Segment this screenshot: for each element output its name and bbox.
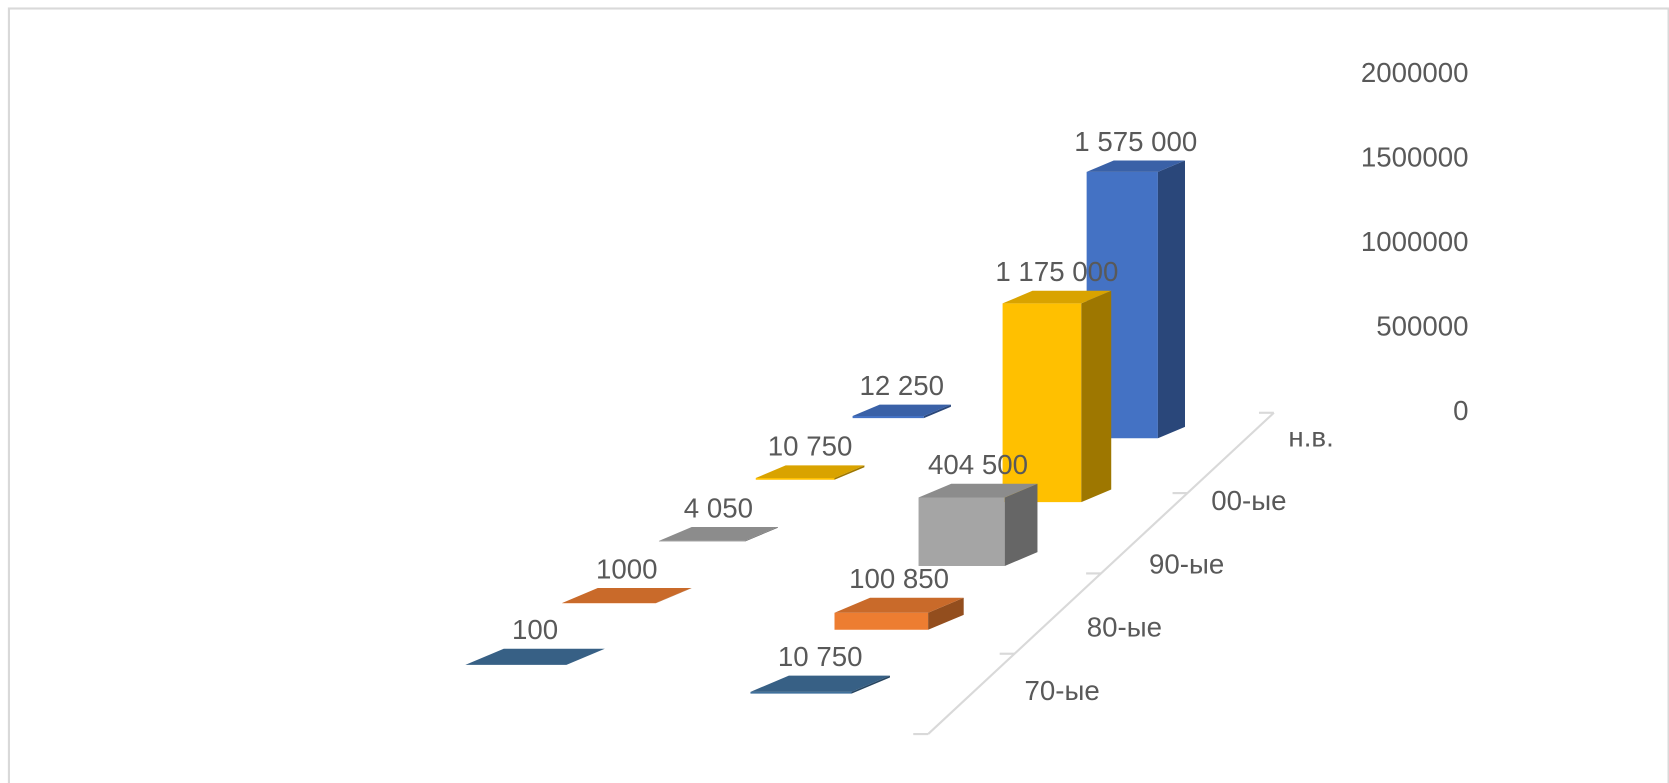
bar [750,675,890,694]
data-label: 10 750 [778,641,863,672]
bar [834,597,964,630]
data-label: 12 250 [859,370,944,401]
bar [755,465,865,480]
data-label: 1 175 000 [995,256,1118,287]
bar-top [1086,160,1185,172]
bar-side [1157,160,1185,439]
bar-side [745,527,778,542]
depth-label: 70-ые [1025,675,1100,706]
bar-side [655,588,692,604]
bar-side [928,597,964,630]
bar [562,588,692,604]
bar-front [658,540,746,542]
y-tick-label: 500000 [1376,311,1468,342]
y-tick-label: 2000000 [1361,57,1469,88]
y-tick-label: 0 [1453,395,1468,426]
data-label: 4 050 [684,492,753,523]
bar [658,527,778,542]
bar-top [1002,290,1112,304]
bar-side [1004,483,1038,566]
chart-frame [7,7,1669,783]
bar-front [852,416,924,419]
bar-front [750,691,852,694]
bar-side [1081,290,1112,503]
depth-label: 00-ые [1211,485,1286,516]
bar-top [562,588,692,604]
data-label: 1 575 000 [1074,126,1197,157]
bar [465,648,605,665]
bar-top [852,404,951,417]
bar-top [750,675,890,692]
bar-side [834,465,865,480]
bar-side [923,404,951,419]
y-tick-label: 1000000 [1361,226,1469,257]
data-label: 404 500 [928,449,1028,480]
data-label: 100 850 [849,563,949,594]
data-label: 1000 [596,553,658,584]
data-label: 100 [512,614,558,645]
data-label: 10 750 [768,431,853,462]
bar-top [755,465,865,478]
y-tick-label: 1500000 [1361,141,1469,172]
bar-top [918,483,1038,498]
depth-label: н.в. [1288,422,1333,453]
bar-top [658,527,778,541]
bar-side [851,675,890,694]
bar-top [465,648,605,665]
bar [1002,290,1112,503]
depth-label: 90-ые [1149,548,1224,579]
bar-front [834,612,929,630]
bar-side [566,648,605,665]
bar-front [918,497,1005,566]
depth-label: 80-ые [1087,612,1162,643]
bar [852,404,951,419]
bar-top [834,597,964,613]
bar-front [755,477,835,480]
bar [918,483,1038,566]
bar-front [1002,303,1082,503]
